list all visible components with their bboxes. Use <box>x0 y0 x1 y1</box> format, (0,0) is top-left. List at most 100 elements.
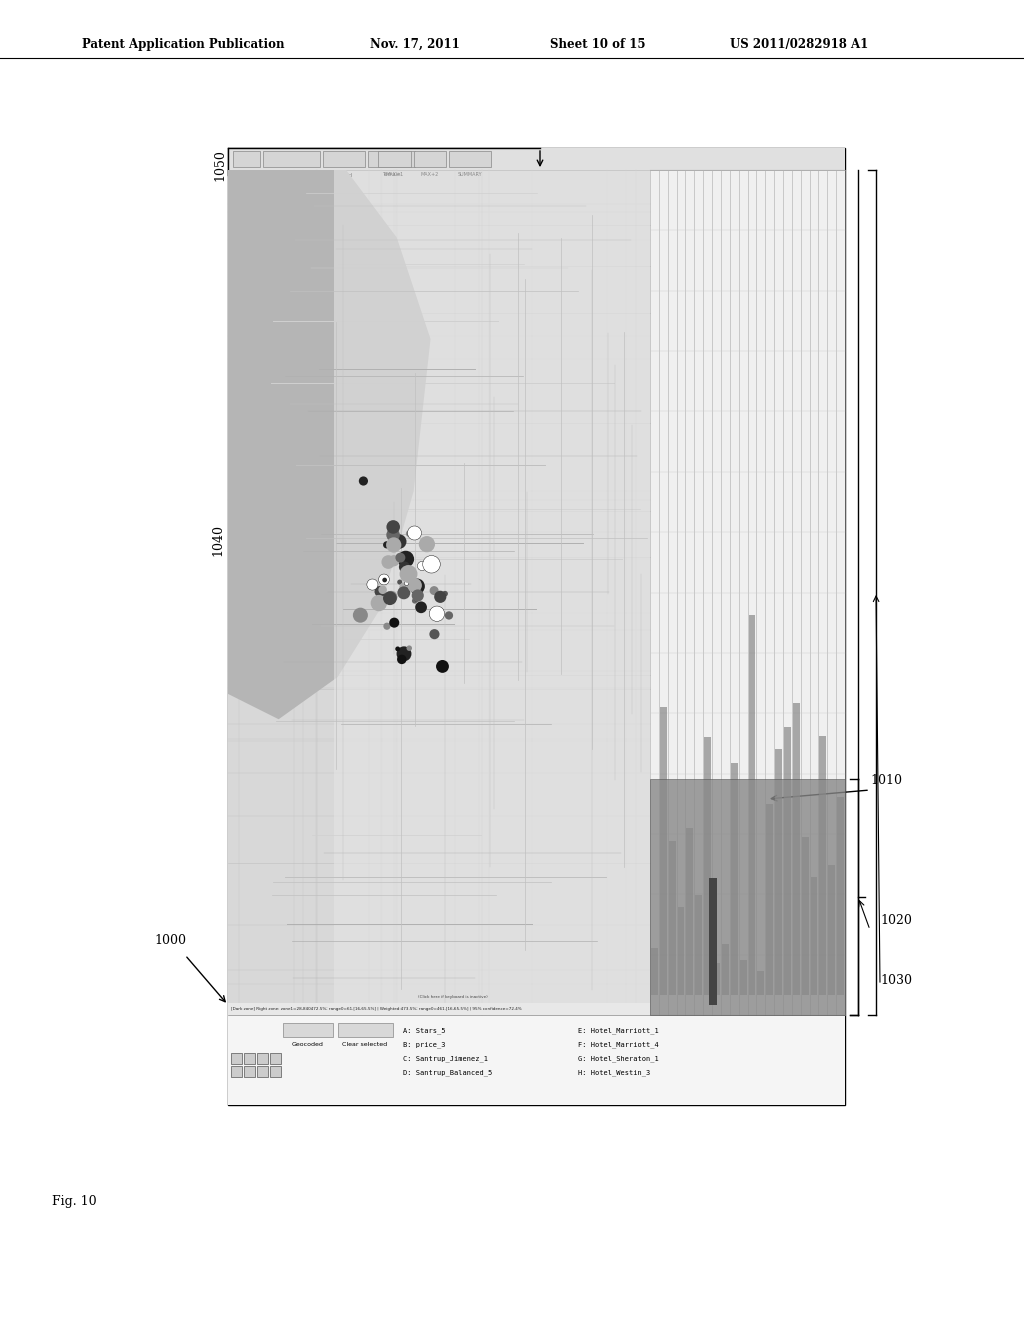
Bar <box>414 150 446 168</box>
Circle shape <box>379 574 389 585</box>
Bar <box>228 1015 845 1105</box>
Text: Hybrid: Hybrid <box>335 173 353 177</box>
Bar <box>283 1023 333 1038</box>
Text: SUMMARY: SUMMARY <box>458 173 482 177</box>
Bar <box>228 148 845 170</box>
Text: Satellite: Satellite <box>281 173 303 177</box>
Circle shape <box>399 565 418 583</box>
Circle shape <box>367 579 378 590</box>
Text: Patent Application Publication: Patent Application Publication <box>82 38 285 51</box>
Circle shape <box>383 591 397 605</box>
Bar <box>659 708 667 995</box>
Text: [Dark zone] Right zone: zone1=28,840472.5%; range0=61.[16,65.5%] | Weighted:473.: [Dark zone] Right zone: zone1=28,840472.… <box>231 1007 521 1011</box>
Text: 1020: 1020 <box>880 913 912 927</box>
Circle shape <box>375 586 386 597</box>
Bar <box>231 1053 242 1064</box>
Bar <box>766 804 773 995</box>
Bar <box>228 148 845 1105</box>
Bar <box>784 727 791 995</box>
Text: US 2011/0282918 A1: US 2011/0282918 A1 <box>730 38 868 51</box>
Text: G: Hotel_Sheraton_1: G: Hotel_Sheraton_1 <box>578 1055 658 1061</box>
Bar <box>378 150 411 168</box>
Circle shape <box>415 602 427 614</box>
Text: 1050: 1050 <box>213 149 226 181</box>
Text: Terrain: Terrain <box>382 173 400 177</box>
Bar <box>669 841 676 995</box>
Bar <box>811 876 817 995</box>
Text: Nov. 17, 2011: Nov. 17, 2011 <box>370 38 460 51</box>
Text: D: Santrup_Balanced_5: D: Santrup_Balanced_5 <box>403 1069 493 1076</box>
Bar <box>695 895 702 995</box>
Bar <box>819 735 826 995</box>
Circle shape <box>388 556 399 566</box>
Bar <box>228 170 650 1015</box>
Bar <box>650 170 845 1015</box>
Bar <box>709 878 717 1005</box>
Bar <box>449 150 490 168</box>
Circle shape <box>444 611 453 619</box>
Circle shape <box>412 598 418 603</box>
Bar <box>739 960 746 995</box>
Bar <box>731 763 737 995</box>
Bar <box>228 1003 650 1015</box>
Circle shape <box>406 531 413 537</box>
Bar <box>749 615 756 995</box>
Bar <box>257 1067 268 1077</box>
Circle shape <box>412 590 424 602</box>
Circle shape <box>399 582 409 591</box>
Circle shape <box>353 607 368 623</box>
Bar <box>244 1067 255 1077</box>
Bar <box>705 737 711 995</box>
Bar <box>257 1053 268 1064</box>
Bar <box>686 828 693 995</box>
Circle shape <box>423 556 440 573</box>
Circle shape <box>436 660 449 673</box>
Bar <box>793 704 800 995</box>
Text: 1040: 1040 <box>212 524 224 556</box>
Text: 1010: 1010 <box>870 774 902 787</box>
Circle shape <box>382 578 387 582</box>
Bar <box>368 150 415 168</box>
Circle shape <box>408 578 422 593</box>
Bar <box>270 1053 281 1064</box>
Bar <box>678 907 684 995</box>
Bar <box>713 962 720 995</box>
Circle shape <box>434 591 446 603</box>
Text: E: Hotel_Marriott_1: E: Hotel_Marriott_1 <box>578 1027 658 1034</box>
Circle shape <box>383 541 390 548</box>
Circle shape <box>395 553 406 562</box>
Circle shape <box>419 536 435 552</box>
Text: H: Hotel_Westin_3: H: Hotel_Westin_3 <box>578 1069 650 1076</box>
Text: 1000: 1000 <box>154 933 186 946</box>
Text: Clear selected: Clear selected <box>342 1041 387 1047</box>
Circle shape <box>408 525 422 540</box>
Circle shape <box>395 647 400 651</box>
Bar <box>231 1067 242 1077</box>
Bar <box>838 797 844 995</box>
Circle shape <box>386 528 399 541</box>
Circle shape <box>404 581 409 586</box>
Bar <box>270 1067 281 1077</box>
Circle shape <box>392 535 407 549</box>
Text: (Click here if keyboard is inactive): (Click here if keyboard is inactive) <box>418 995 487 999</box>
Text: Sheet 10 of 15: Sheet 10 of 15 <box>550 38 645 51</box>
Text: Fig. 10: Fig. 10 <box>52 1195 96 1208</box>
Text: 1030: 1030 <box>880 974 912 986</box>
Circle shape <box>382 556 395 569</box>
Bar <box>244 1053 255 1064</box>
Circle shape <box>371 595 387 611</box>
Circle shape <box>415 597 420 602</box>
Bar <box>650 779 845 1015</box>
Bar <box>828 865 836 995</box>
Polygon shape <box>228 170 430 719</box>
Text: Geocoded: Geocoded <box>292 1041 324 1047</box>
Circle shape <box>397 579 402 585</box>
Circle shape <box>408 576 416 583</box>
Circle shape <box>386 537 401 553</box>
Text: F: Hotel_Marriott_4: F: Hotel_Marriott_4 <box>578 1041 658 1048</box>
Bar <box>338 1023 393 1038</box>
Bar <box>263 150 319 168</box>
Circle shape <box>418 561 427 570</box>
Circle shape <box>383 623 390 630</box>
Circle shape <box>399 561 410 573</box>
